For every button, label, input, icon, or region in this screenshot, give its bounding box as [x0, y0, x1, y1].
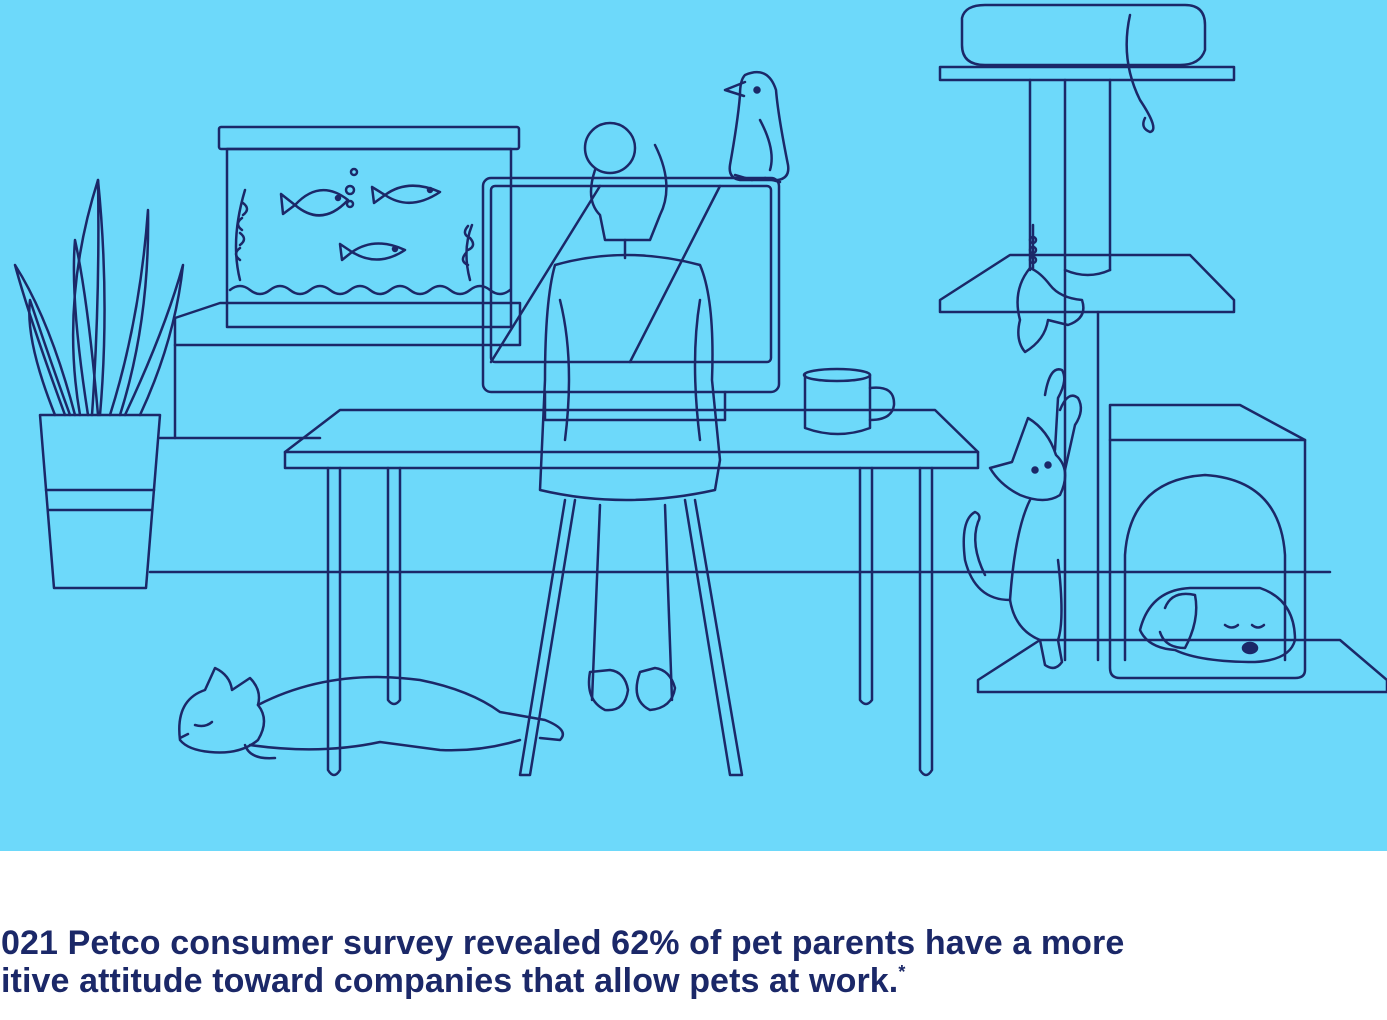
aquarium-icon	[217, 125, 521, 329]
desk	[283, 408, 980, 777]
bird-icon	[723, 70, 790, 184]
potted-plant-icon	[13, 178, 185, 590]
climbing-cat-icon	[962, 368, 1083, 670]
coffee-mug-icon	[802, 367, 896, 436]
caption-line-2-text: sitive attitude toward companies that al…	[0, 962, 899, 1000]
person-at-desk	[518, 121, 744, 777]
cat-tree	[938, 3, 1387, 694]
monitor	[481, 176, 781, 422]
resting-dog-icon	[1138, 586, 1297, 664]
sleeping-dog-icon	[178, 666, 565, 760]
caption-line-1: 2021 Petco consumer survey revealed 62% …	[0, 924, 1125, 962]
background-cabinet	[158, 301, 522, 440]
survey-caption: 2021 Petco consumer survey revealed 62% …	[0, 924, 1382, 1000]
feather-toy-icon	[1016, 223, 1085, 354]
footnote-marker: *	[898, 961, 906, 982]
caption-line-2: sitive attitude toward companies that al…	[0, 962, 1382, 1000]
home-office-illustration	[0, 0, 1387, 851]
